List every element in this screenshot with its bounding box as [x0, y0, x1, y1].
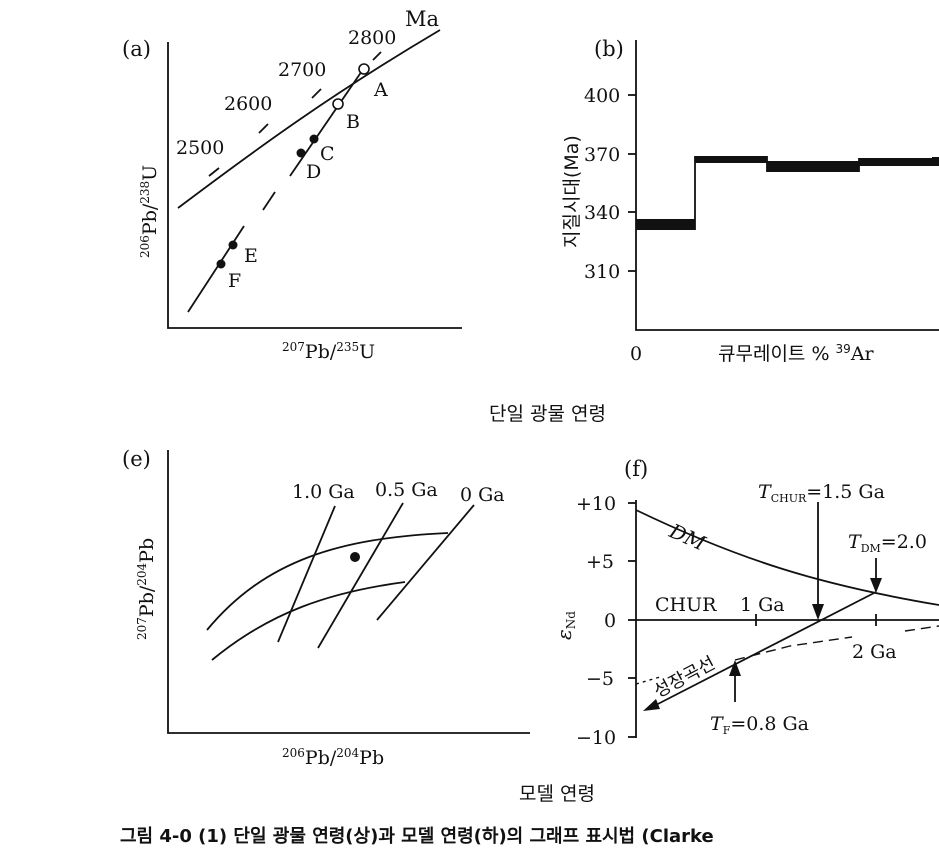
panel-b-xlabel: 큐무레이트 % 39Ar	[718, 342, 875, 365]
evolution-dashed-right	[904, 625, 939, 632]
spectrum-step-3	[767, 161, 859, 172]
isochron-label-1-0: 1.0 Ga	[292, 481, 355, 503]
panel-e-axes	[167, 450, 530, 734]
point-d	[296, 148, 306, 158]
ytick-label-p5: +5	[586, 551, 614, 573]
spectrum-step-2	[695, 156, 767, 163]
panel-a-xlabel: 207Pb/235U	[282, 340, 375, 363]
tchur-arrowhead	[812, 604, 824, 620]
label-a: A	[373, 79, 388, 101]
concordia-curve	[177, 29, 441, 209]
spectrum-step-4	[859, 158, 932, 166]
label-b: B	[346, 111, 360, 133]
tf-label: TF=0.8 Ga	[710, 713, 809, 737]
ytick-label-0: 0	[604, 610, 616, 632]
tick-2600	[258, 123, 269, 134]
ytick-label-370: 370	[584, 144, 620, 166]
tdm-arrowhead	[870, 578, 882, 593]
isochron-0-5	[317, 502, 404, 649]
discordia-lower	[187, 225, 245, 313]
tchur-label: TCHUR=1.5 Ga	[758, 481, 885, 505]
dm-label: DM	[665, 518, 710, 555]
sample-point	[350, 552, 360, 562]
tick-2500	[208, 167, 220, 177]
ytick-label-p10: +10	[576, 493, 616, 515]
panel-b: (b) 400 370 340 310 0 큐무레이트 % 39Ar 지질시대(…	[561, 37, 939, 365]
isochron-1-0	[277, 505, 336, 643]
ytick-label-310: 310	[584, 261, 620, 283]
isochron-label-0: 0 Ga	[460, 484, 505, 506]
panel-b-x0: 0	[630, 343, 642, 365]
tf-arrowhead	[729, 660, 741, 676]
growth-curve-lower	[211, 581, 406, 661]
panel-b-ylabel: 지질시대(Ma)	[561, 135, 583, 248]
growth-line	[651, 591, 877, 708]
figure-caption: 그림 4-0 (1) 단일 광물 연령(상)과 모델 연령(하)의 그래프 표시…	[120, 826, 714, 847]
discordia-line	[289, 67, 365, 177]
ytick-label-400: 400	[584, 85, 620, 107]
growth-curve-upper	[206, 532, 449, 631]
spectrum-step-5	[932, 157, 939, 166]
age-label-2800: 2800	[348, 27, 396, 49]
tick-2800	[372, 51, 382, 61]
panel-a-axes	[167, 42, 462, 329]
panel-b-axes	[635, 40, 939, 331]
ytick-label-340: 340	[584, 202, 620, 224]
tdm-label: TDM=2.0	[848, 531, 927, 555]
spectrum-step-1	[636, 219, 695, 230]
panel-f-label: (f)	[624, 457, 648, 481]
panel-b-label: (b)	[594, 37, 624, 61]
point-c	[309, 134, 319, 144]
panel-a-label: (a)	[122, 37, 151, 61]
age-label-2600: 2600	[224, 93, 272, 115]
point-e	[228, 240, 238, 250]
panel-a-ylabel: 206Pb/238U	[138, 165, 161, 258]
label-e: E	[244, 245, 258, 267]
heading-single-mineral: 단일 광물 연령	[489, 403, 606, 425]
label-d: D	[306, 161, 321, 183]
age-label-2500: 2500	[176, 137, 224, 159]
label-c: C	[320, 143, 335, 165]
discordia-dash	[262, 191, 276, 211]
chur-label: CHUR	[655, 594, 717, 616]
tick-2700	[311, 88, 322, 99]
age-label-2700: 2700	[278, 59, 326, 81]
ytick-label-m5: −5	[586, 668, 614, 690]
panel-f: (f) +10 +5 0 −5 −10 εNd CHUR 1 Ga 2 Ga D…	[552, 457, 939, 749]
point-a	[358, 63, 370, 75]
isochron-label-0-5: 0.5 Ga	[375, 479, 438, 501]
panel-e-label: (e)	[122, 447, 151, 471]
panel-f-ylabel: εNd	[552, 611, 578, 640]
ytick-label-m10: −10	[576, 727, 616, 749]
growth-arrowhead	[643, 699, 660, 711]
label-f: F	[228, 270, 241, 292]
panel-e-xlabel: 206Pb/204Pb	[282, 746, 384, 769]
panel-e: (e) 1.0 Ga 0.5 Ga 0 Ga 206Pb/204Pb 207Pb…	[122, 447, 530, 769]
point-f	[216, 259, 226, 269]
dm-curve	[635, 509, 939, 606]
chur-2ga-label: 2 Ga	[852, 641, 897, 663]
panel-a: (a) Ma 2500 2600 2700 2800 A B C D E F 2…	[122, 7, 462, 363]
evolution-dashed	[734, 636, 853, 661]
heading-model: 모델 연령	[519, 783, 595, 805]
concordia-unit: Ma	[405, 7, 439, 31]
panel-e-ylabel: 207Pb/204Pb	[135, 538, 158, 640]
point-b	[332, 98, 344, 110]
chur-1ga-label: 1 Ga	[740, 594, 785, 616]
isochron-0	[376, 504, 475, 621]
